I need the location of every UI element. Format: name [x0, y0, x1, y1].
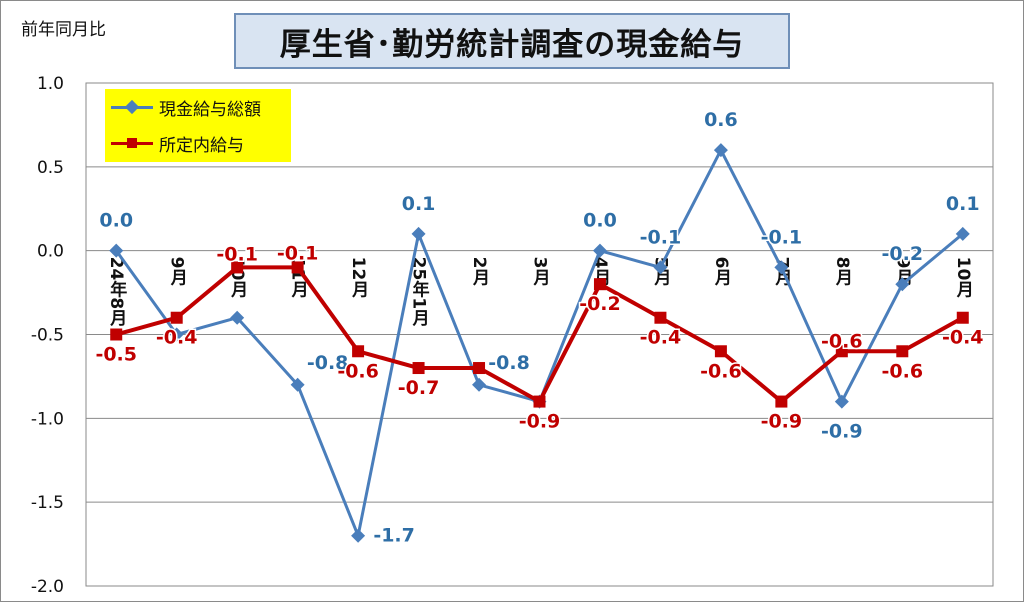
data-point-series-1 — [653, 260, 668, 275]
data-point-series-1 — [895, 277, 910, 292]
chart-title: 厚生省･勤労統計調査の現金給与 — [234, 13, 790, 69]
data-point-series-1 — [169, 327, 184, 342]
data-label-series-2: -0.6 — [337, 360, 379, 382]
data-label-series-2: -0.5 — [95, 344, 137, 366]
data-point-series-2 — [473, 362, 486, 375]
data-label-series-1: 0.6 — [704, 109, 738, 131]
data-label-series-2: -0.1 — [277, 242, 319, 264]
y-tick-label: 0.5 — [37, 158, 64, 178]
data-point-series-2 — [231, 261, 244, 274]
data-point-series-2 — [714, 345, 727, 358]
y-tick-label: -1.0 — [31, 409, 64, 429]
data-point-series-2 — [654, 311, 667, 324]
data-label-series-2: -0.6 — [700, 360, 742, 382]
data-point-series-1 — [472, 377, 487, 392]
y-tick-label: -1.5 — [31, 493, 64, 513]
x-category-label: 3月 — [530, 257, 552, 287]
y-tick-label: -2.0 — [31, 577, 64, 597]
x-category-label: 2月 — [469, 257, 491, 287]
data-point-series-1 — [834, 394, 849, 409]
data-label-series-1: -0.8 — [488, 352, 530, 374]
y-axis-label: 前年同月比 — [21, 20, 106, 40]
data-point-series-1 — [713, 143, 728, 158]
data-label-series-2: -0.6 — [882, 360, 924, 382]
legend-swatch-series-2 — [111, 133, 153, 153]
data-label-series-2: -0.4 — [156, 327, 198, 349]
data-label-series-1: 0.0 — [99, 210, 133, 232]
y-tick-label: 1.0 — [37, 74, 64, 94]
data-point-series-2 — [775, 395, 788, 408]
data-point-series-2 — [956, 311, 969, 324]
y-tick-label: 0.0 — [37, 242, 64, 262]
data-label-series-1: -0.1 — [761, 226, 803, 248]
x-category-label: 24年8月 — [106, 257, 128, 327]
legend-label-series-1: 現金給与総額 — [159, 99, 261, 120]
data-label-series-1: -0.9 — [821, 421, 863, 443]
data-label-series-1: 0.1 — [402, 193, 436, 215]
x-category-label: 12月 — [348, 257, 370, 299]
data-label-series-2: -0.4 — [640, 327, 682, 349]
data-point-series-1 — [351, 528, 366, 543]
x-category-label: 25年1月 — [409, 257, 431, 327]
data-point-series-2 — [352, 345, 365, 358]
data-point-series-1 — [774, 260, 789, 275]
data-point-series-1 — [955, 226, 970, 241]
data-label-series-2: -0.9 — [761, 411, 803, 433]
data-point-series-1 — [290, 377, 305, 392]
data-point-series-2 — [110, 328, 123, 341]
data-point-series-1 — [109, 243, 124, 258]
data-label-series-1: -0.8 — [307, 352, 349, 374]
y-tick-label: -0.5 — [31, 326, 64, 346]
data-point-series-2 — [170, 311, 183, 324]
data-label-series-2: -0.2 — [579, 293, 621, 315]
data-label-series-1: -0.2 — [882, 243, 924, 265]
data-point-series-2 — [835, 345, 848, 358]
legend-item-series-1: 現金給与総額 — [111, 95, 261, 120]
data-point-series-2 — [533, 395, 546, 408]
data-label-series-2: -0.9 — [519, 411, 561, 433]
x-category-label: 10月 — [953, 257, 975, 299]
legend-item-series-2: 所定内給与 — [111, 131, 244, 156]
data-point-series-1 — [411, 226, 426, 241]
data-point-series-2 — [412, 362, 425, 375]
data-label-series-1: 0.0 — [583, 210, 617, 232]
x-category-label: 9月 — [167, 257, 189, 287]
data-point-series-1 — [592, 243, 607, 258]
legend: 現金給与総額 所定内給与 — [105, 89, 291, 162]
legend-swatch-series-1 — [111, 97, 153, 117]
x-category-label: 6月 — [711, 257, 733, 287]
data-label-series-2: -0.6 — [821, 330, 863, 352]
data-label-series-2: -0.4 — [942, 327, 984, 349]
data-label-series-1: 0.1 — [946, 193, 980, 215]
data-point-series-1 — [230, 310, 245, 325]
data-label-series-1: -0.1 — [640, 226, 682, 248]
x-category-label: 8月 — [832, 257, 854, 287]
data-point-series-2 — [896, 345, 909, 358]
data-label-series-1: -1.7 — [373, 525, 415, 547]
data-label-series-2: -0.7 — [398, 377, 440, 399]
data-point-series-2 — [593, 278, 606, 291]
data-point-series-2 — [291, 261, 304, 274]
data-label-series-2: -0.1 — [216, 243, 258, 265]
legend-label-series-2: 所定内給与 — [159, 135, 244, 156]
